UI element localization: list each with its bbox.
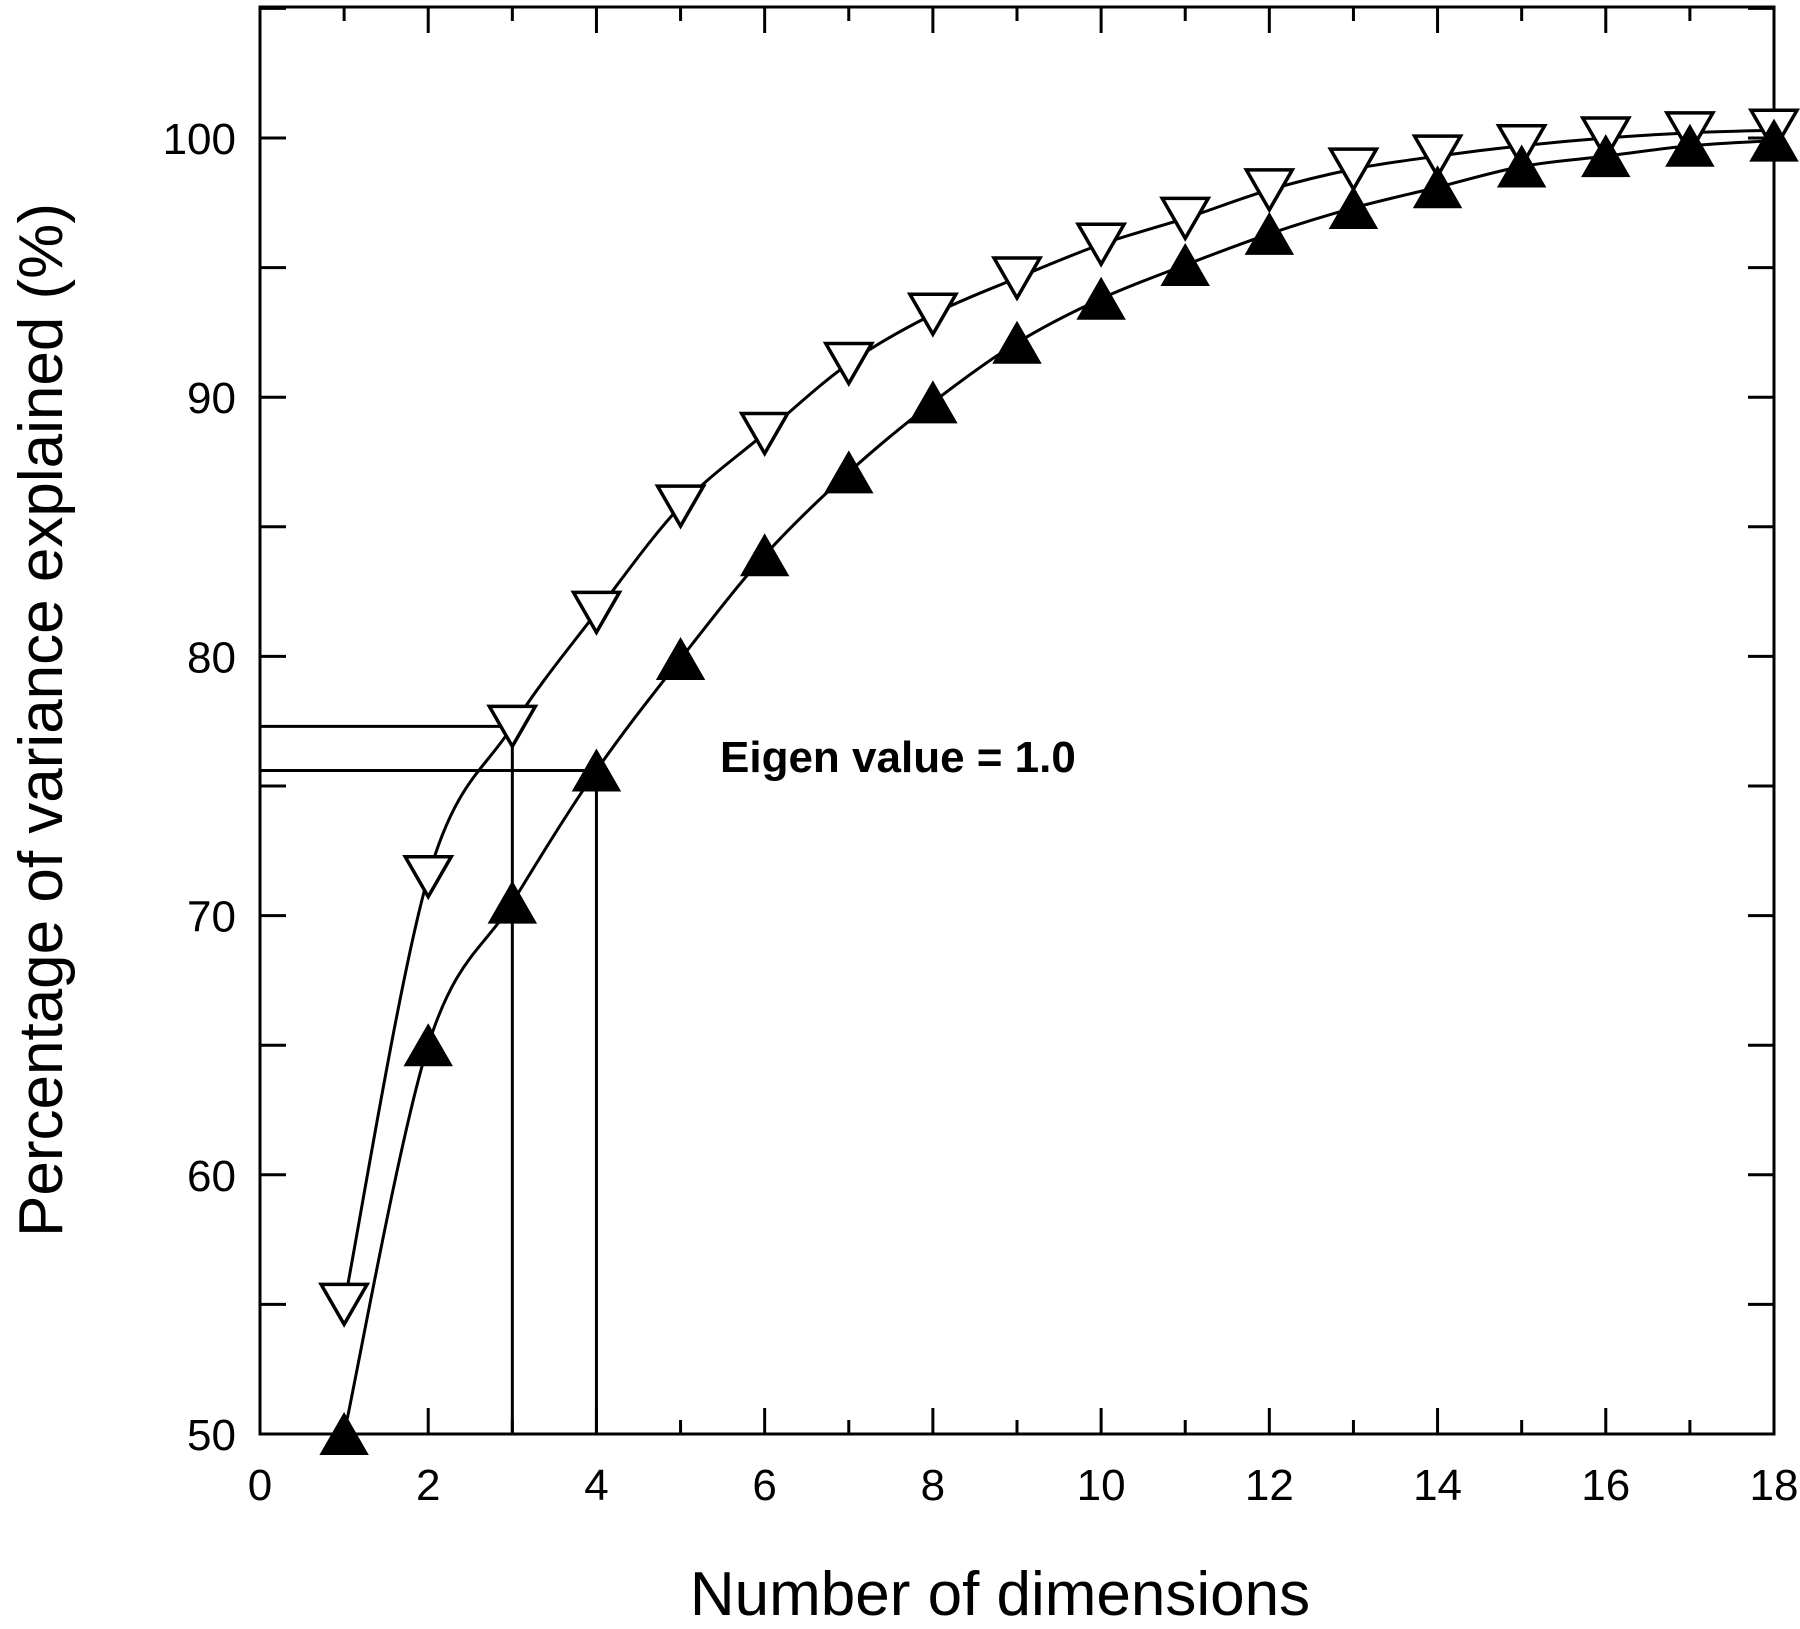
data-point (1159, 196, 1212, 242)
data-point (486, 704, 539, 750)
x-tick-label: 10 (1077, 1461, 1126, 1510)
series-open-down-triangle (318, 108, 1800, 1328)
y-tick-label: 60 (187, 1152, 236, 1201)
data-point (1076, 276, 1126, 320)
y-axis-label: Percentage of variance explained (%) (7, 203, 76, 1237)
data-point (319, 1411, 369, 1455)
axis-ticks: 0 2 4 6 8 10 12 14 16 18 50 60 70 80 90 100 (163, 6, 1799, 1510)
data-point (1075, 222, 1128, 268)
y-tick-label: 80 (187, 633, 236, 682)
series-layer (318, 108, 1800, 1455)
data-point (403, 1023, 453, 1067)
x-tick-label: 12 (1245, 1461, 1294, 1510)
data-point (822, 341, 875, 388)
series-line (342, 128, 1775, 1305)
x-tick-label: 18 (1750, 1461, 1799, 1510)
series-filled-up-triangle (319, 118, 1799, 1455)
series-line (342, 139, 1775, 1435)
data-point (655, 636, 706, 680)
data-point (1581, 134, 1631, 178)
data-point (654, 484, 707, 530)
x-tick-label: 8 (921, 1461, 945, 1510)
data-point (992, 320, 1042, 364)
data-point (1496, 144, 1547, 188)
data-point (318, 1282, 371, 1328)
reference-lines (260, 724, 598, 1434)
data-point (1411, 134, 1464, 180)
y-tick-label: 50 (187, 1411, 236, 1460)
data-point (1749, 118, 1799, 162)
plot-frame (258, 5, 1776, 1436)
x-tick-label: 4 (584, 1461, 608, 1510)
x-tick-label: 6 (752, 1461, 776, 1510)
data-point (1243, 168, 1296, 214)
y-tick-label: 90 (187, 374, 236, 423)
x-tick-label: 14 (1413, 1461, 1462, 1510)
data-point (402, 854, 455, 901)
data-point (1160, 243, 1210, 287)
data-point (908, 380, 958, 424)
data-point (1244, 211, 1295, 255)
data-point (1327, 147, 1380, 193)
data-point (906, 292, 959, 338)
y-tick-label: 70 (187, 893, 236, 942)
data-point (487, 880, 538, 924)
data-point (570, 590, 623, 636)
annotation-eigen-value: Eigen value = 1.0 (720, 733, 1076, 782)
data-point (1412, 165, 1463, 209)
data-point (1665, 123, 1715, 167)
data-point (739, 533, 790, 577)
x-axis-label: Number of dimensions (690, 1560, 1310, 1629)
data-point (990, 256, 1044, 302)
data-point (738, 411, 791, 457)
y-tick-label: 100 (163, 115, 236, 164)
data-point (1328, 185, 1379, 229)
data-point (824, 450, 874, 494)
x-tick-label: 16 (1581, 1461, 1630, 1510)
x-tick-label: 0 (248, 1461, 272, 1510)
x-tick-label: 2 (416, 1461, 440, 1510)
data-point (571, 748, 622, 792)
